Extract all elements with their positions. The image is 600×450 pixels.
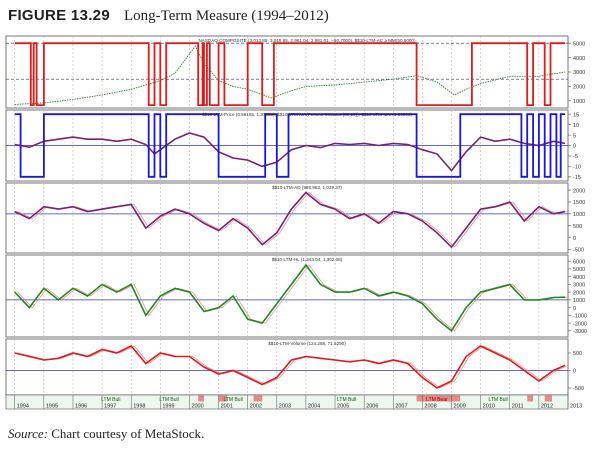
timeline-year-label: 2011 (512, 404, 524, 410)
panel-4-ytick-label: -1000 (573, 314, 587, 320)
timeline-bear-period (527, 395, 534, 402)
timeline-bear-period (198, 395, 205, 402)
panel-4-ytick-label: 2000 (573, 290, 585, 296)
panel-4-series-1-signal-line (17, 264, 569, 332)
timeline-year-label: 1998 (133, 404, 145, 410)
timeline-year-label: 2008 (424, 404, 436, 410)
figure-title: FIGURE 13.29 Long-Term Measure (1994–201… (8, 5, 329, 27)
timeline-bear-period (218, 395, 228, 402)
timeline-band-label: LTM Bull (101, 397, 120, 403)
figure-caption: Long-Term Measure (1994–2012) (123, 8, 329, 24)
panel-4-ytick-label: 5000 (573, 267, 585, 273)
timeline-band-label: LTM Bull (337, 397, 356, 403)
timeline-year-label: 2007 (395, 404, 407, 410)
panel-4-ytick-label: -3000 (573, 329, 587, 335)
panel-5-ytick-label: -500 (573, 386, 584, 392)
panel-5-ytick-label: 0 (573, 369, 576, 375)
timeline-year-label: 2013 (570, 404, 582, 410)
timeline-bear-period (416, 395, 461, 402)
panel-3-ytick-label: 2000 (573, 188, 585, 194)
panel-2-ytick-label: -15 (573, 175, 581, 181)
panel-4-ytick-label: 1000 (573, 298, 585, 304)
source-label: Source: (8, 426, 48, 441)
panel-3-frame (5, 182, 569, 254)
timeline-band-label: LTM Bull (223, 397, 242, 403)
panel-1-ytick-label: 3000 (573, 70, 585, 76)
timeline-year-label: 2000 (191, 404, 203, 410)
panel-2-ytick-label: 15 (573, 112, 579, 118)
timeline-year-label: 2003 (279, 404, 291, 410)
timeline-year-label: 1994 (17, 404, 29, 410)
panel-3-ytick-label: -500 (573, 248, 584, 254)
timeline-band-label: LTM Bull (488, 397, 507, 403)
timeline-bear-period (253, 395, 263, 402)
panel-2-series-1-line (14, 132, 566, 172)
panel-3-ytick-label: 500 (573, 224, 582, 230)
panel-5-series-1-line (14, 345, 566, 389)
panel-4-ytick-label: 3000 (573, 283, 585, 289)
panel-4-ytick-label: 0 (573, 306, 576, 312)
panel-2-title: $$10-LTM-Price (0.56165, 1.37386), $$10-… (202, 112, 413, 117)
panel-1-series-1-line (14, 45, 566, 105)
timeline-year-label: 1997 (104, 404, 116, 410)
panel-1-ytick-label: 1000 (573, 99, 585, 105)
panel-1-series-2-line (14, 42, 566, 106)
timeline-year-label: 2009 (454, 404, 466, 410)
timeline-band-label: LTM Bear (426, 397, 448, 403)
panel-2-series-2-line (14, 113, 566, 178)
timeline-year-label: 2001 (221, 404, 233, 410)
panel-4-ytick-label: 4000 (573, 275, 585, 281)
source-note: Source: Chart courtesy of MetaStock. (8, 426, 204, 442)
timeline-year-label: 2002 (250, 404, 262, 410)
panel-1-ytick-label: 5000 (573, 41, 585, 47)
panel-3-title: $$10-LTM-AD (988.983, 1,039.37) (272, 185, 342, 190)
panel-2-ytick-label: 0 (573, 144, 576, 150)
timeline-year-label: 1996 (75, 404, 87, 410)
panel-4-ytick-label: 6000 (573, 259, 585, 265)
panel-1-frame (5, 35, 569, 109)
panel-2-ytick-label: 5 (573, 133, 576, 139)
timeline-year-label: 2006 (366, 404, 378, 410)
panel-2-ytick-label: -5 (573, 154, 578, 160)
panel-2-ytick-label: 10 (573, 123, 579, 129)
panel-5-title: $$10-LTM-Volume (124.268, 71.5290) (268, 341, 346, 346)
timeline-band-label: LTM Bull (159, 397, 178, 403)
panel-1-ytick-label: 2000 (573, 85, 585, 91)
panel-2-ytick-label: -10 (573, 165, 581, 171)
panel-3-ytick-label: 1000 (573, 212, 585, 218)
panel-4-series-1-line (14, 263, 566, 332)
timeline-year-label: 2010 (483, 404, 495, 410)
figure-label: FIGURE 13.29 (8, 7, 110, 24)
panel-3-ytick-label: 0 (573, 236, 576, 242)
panel-3-ytick-label: 1500 (573, 200, 585, 206)
timeline-year-label: 2004 (308, 404, 320, 410)
source-text: Chart courtesy of MetaStock. (51, 426, 205, 441)
timeline-year-label: 2005 (337, 404, 349, 410)
timeline-bear-period (544, 395, 552, 402)
panel-1-ytick-label: 4000 (573, 56, 585, 62)
panel-4-frame (5, 254, 569, 338)
panel-4-ytick-label: -2000 (573, 321, 587, 327)
panel-4-title: $$10-LTM-HL (1,343.04, 1,352.08) (272, 257, 343, 262)
timeline-year-label: 1995 (46, 404, 58, 410)
timeline-year-label: 1999 (162, 404, 174, 410)
panel-5-ytick-label: 500 (573, 351, 582, 357)
panel-1-title: NASDAQ COMPOSITE (3,013.85, 3,019.65, 2,… (198, 38, 416, 43)
timeline-year-label: 2012 (541, 404, 553, 410)
panel-3-series-1-line (14, 191, 566, 249)
